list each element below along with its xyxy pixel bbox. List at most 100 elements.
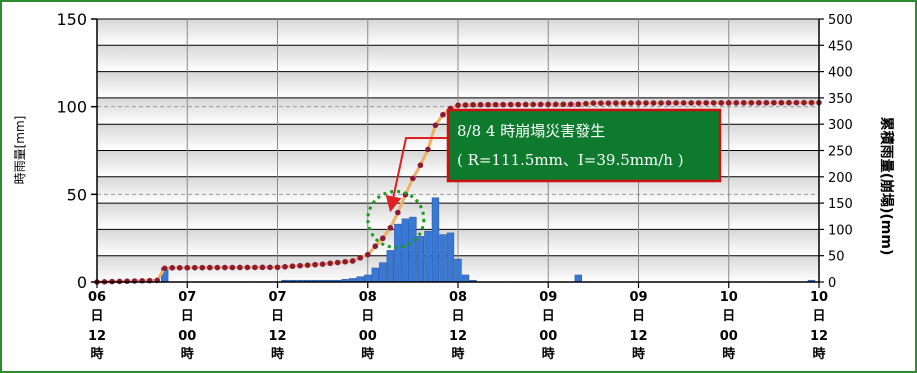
x-tick-label: 00 bbox=[720, 329, 738, 344]
cumulative-point bbox=[131, 278, 138, 284]
y-right-tick-label: 350 bbox=[828, 92, 853, 107]
cumulative-point bbox=[560, 101, 567, 108]
cumulative-point bbox=[244, 264, 251, 271]
cumulative-point bbox=[801, 99, 807, 106]
y-left-tick-label: 100 bbox=[56, 98, 87, 117]
cumulative-point bbox=[583, 100, 589, 107]
cumulative-point bbox=[740, 100, 747, 106]
x-tick-label: 日 bbox=[451, 309, 464, 324]
x-tick-label: 日 bbox=[722, 309, 735, 324]
cumulative-point bbox=[319, 261, 326, 267]
cumulative-point bbox=[207, 264, 213, 271]
cumulative-point bbox=[545, 101, 552, 108]
cumulative-point bbox=[357, 255, 364, 261]
bar bbox=[401, 218, 410, 283]
cumulative-point bbox=[590, 100, 597, 106]
axes bbox=[91, 18, 824, 288]
x-tick-label: 時 bbox=[361, 346, 374, 362]
cumulative-point bbox=[650, 100, 657, 106]
y-right-tick-label: 200 bbox=[828, 171, 853, 186]
cumulative-point bbox=[237, 264, 243, 271]
cumulative-point bbox=[184, 264, 191, 271]
cumulative-point bbox=[613, 100, 619, 106]
cumulative-point bbox=[252, 264, 258, 271]
cumulative-point bbox=[710, 100, 717, 106]
cumulative-point bbox=[222, 264, 228, 271]
cumulative-point bbox=[507, 101, 514, 108]
y-right-tick-label: 100 bbox=[828, 223, 853, 238]
y-right-tick-label: 150 bbox=[828, 197, 853, 212]
cumulative-point bbox=[282, 263, 288, 270]
cumulative-point bbox=[161, 265, 168, 272]
y-left-tick-label: 0 bbox=[77, 273, 87, 292]
cumulative-point bbox=[605, 100, 612, 106]
x-tick-label: 00 bbox=[359, 329, 377, 344]
event-annotation: 8/8 4 時崩塌災害發生 ( R=111.5mm、I=39.5mm/h ) bbox=[366, 108, 722, 249]
cumulative-point bbox=[522, 101, 529, 108]
cumulative-point bbox=[756, 99, 762, 106]
bar bbox=[461, 274, 470, 283]
x-tick-label: 日 bbox=[361, 309, 374, 324]
bar bbox=[416, 236, 425, 283]
annotation-line-2: ( R=111.5mm、I=39.5mm/h ) bbox=[457, 151, 684, 169]
bar bbox=[409, 216, 417, 283]
cumulative-point bbox=[327, 260, 333, 267]
cumulative-point bbox=[673, 100, 679, 106]
x-tick-label: 日 bbox=[271, 309, 284, 324]
x-tick-label: 06 bbox=[88, 290, 106, 305]
cumulative-point bbox=[695, 100, 702, 106]
cumulative-point bbox=[492, 101, 499, 108]
cumulative-point bbox=[364, 251, 371, 258]
annotation-box bbox=[446, 108, 722, 183]
bar bbox=[364, 274, 372, 283]
cumulative-point bbox=[229, 264, 236, 271]
y-right-tick-label: 0 bbox=[828, 276, 836, 291]
event-circle bbox=[366, 189, 426, 249]
cumulative-point bbox=[387, 225, 394, 231]
x-tick-label: 時 bbox=[451, 346, 464, 362]
cumulative-point bbox=[432, 122, 439, 129]
cumulative-point bbox=[342, 258, 348, 265]
y-right-tick-label: 500 bbox=[828, 13, 853, 28]
x-tick-label: 時 bbox=[632, 346, 645, 362]
cumulative-point bbox=[267, 264, 273, 271]
cumulative-point bbox=[703, 100, 709, 106]
y-right-tick-label: 450 bbox=[828, 39, 853, 54]
cumulative-point bbox=[199, 264, 206, 271]
cumulative-point bbox=[763, 99, 770, 106]
y-axis-left-title: 時雨量[mm] bbox=[13, 116, 27, 185]
x-tick-label: 08 bbox=[449, 290, 467, 305]
bar bbox=[439, 234, 447, 283]
cumulative-point bbox=[455, 102, 461, 109]
y-right-tick-label: 400 bbox=[828, 66, 853, 81]
event-arrow bbox=[385, 137, 448, 213]
cumulative-point bbox=[312, 261, 318, 268]
cumulative-point bbox=[470, 101, 476, 108]
cumulative-point bbox=[718, 100, 725, 106]
x-tick-label: 08 bbox=[359, 290, 377, 305]
cumulative-point bbox=[688, 100, 694, 106]
x-tick-label: 12 bbox=[810, 329, 828, 344]
cumulative-point bbox=[733, 100, 740, 106]
cumulative-point bbox=[680, 100, 687, 106]
x-tick-label: 09 bbox=[629, 290, 647, 305]
x-tick-label: 12 bbox=[268, 329, 286, 344]
hourly-rain-bars bbox=[161, 197, 816, 283]
x-tick-label: 日 bbox=[632, 309, 645, 324]
bar bbox=[454, 258, 462, 283]
cumulative-point bbox=[643, 100, 649, 106]
cumulative-point bbox=[771, 99, 777, 106]
cumulative-point bbox=[658, 100, 664, 106]
x-tick-label: 07 bbox=[178, 290, 196, 305]
x-tick-label: 時 bbox=[542, 346, 555, 362]
cumulative-point bbox=[379, 235, 386, 242]
cumulative-point bbox=[297, 262, 303, 269]
cumulative-point bbox=[289, 263, 296, 270]
cumulative-point bbox=[139, 278, 145, 284]
x-tick-label: 00 bbox=[539, 329, 557, 344]
cumulative-point bbox=[477, 101, 484, 108]
bar bbox=[356, 276, 364, 283]
cumulative-point bbox=[334, 259, 341, 266]
cumulative-point bbox=[214, 264, 221, 271]
y-axis-right-title: 累積雨量(崩塌)(mm) bbox=[878, 117, 895, 256]
